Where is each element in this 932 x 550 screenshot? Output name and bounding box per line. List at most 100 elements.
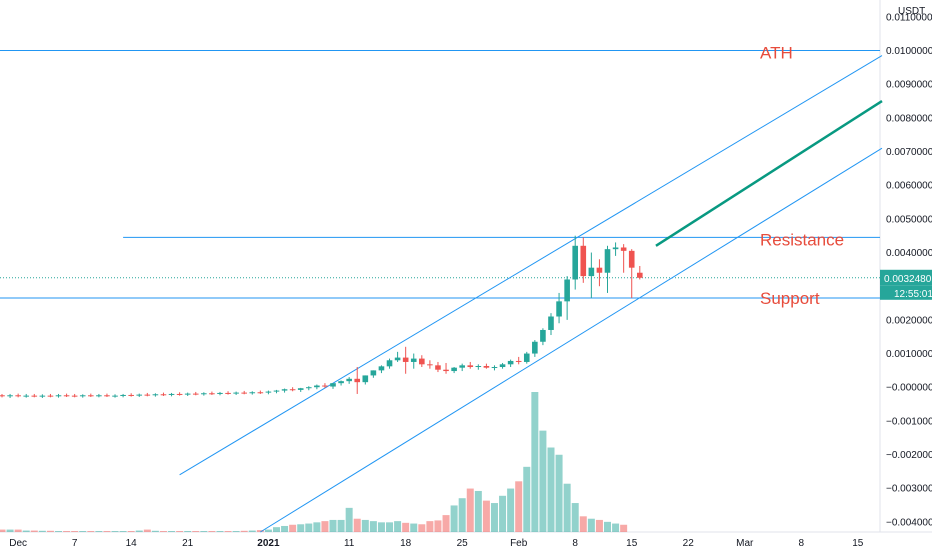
volume-bar: [612, 523, 620, 532]
volume-bar: [563, 483, 571, 532]
candle-body: [152, 394, 159, 396]
volume-bar: [604, 521, 612, 532]
y-tick-label: 0.00100000: [886, 349, 932, 360]
candle-body: [515, 360, 522, 362]
volume-bar: [30, 530, 38, 532]
candle: [55, 393, 62, 398]
candle-body: [483, 366, 490, 368]
volume-bar: [313, 522, 321, 532]
volume-bar: [571, 503, 579, 532]
candle: [459, 363, 465, 372]
candle-body: [15, 395, 21, 397]
x-tick-label: 11: [344, 538, 355, 549]
candle: [402, 346, 409, 374]
candle-body: [620, 247, 627, 251]
candle-body: [419, 358, 425, 365]
candle: [532, 340, 538, 357]
candle: [297, 387, 304, 392]
candle: [225, 391, 231, 395]
countdown-badge: [880, 285, 932, 300]
candle-body: [63, 395, 70, 397]
volume-bar: [192, 531, 200, 532]
candle: [612, 242, 619, 256]
candle-body: [612, 247, 619, 250]
candle: [104, 393, 110, 397]
candle-body: [451, 367, 457, 372]
volume-bar: [555, 454, 563, 532]
candle: [168, 392, 175, 397]
candle-body: [378, 366, 385, 371]
volume-bar: [345, 507, 353, 532]
volume-bar: [224, 531, 232, 532]
volume-bar: [176, 531, 184, 532]
volume-bar: [523, 466, 531, 532]
candle-body: [499, 364, 506, 368]
candle: [491, 365, 498, 371]
volume-bar: [38, 530, 46, 532]
candle: [273, 389, 280, 394]
channel-upper-line: [179, 55, 883, 476]
candle: [31, 393, 38, 398]
candle-body: [184, 393, 191, 395]
candle-body: [71, 395, 78, 397]
volume-bar: [595, 519, 603, 532]
candle-body: [540, 329, 546, 342]
candle: [354, 367, 361, 394]
candle: [467, 361, 474, 369]
candle-body: [427, 364, 433, 366]
candle: [556, 292, 562, 324]
candle-body: [322, 385, 328, 387]
candle: [152, 393, 159, 397]
candle-body: [257, 392, 264, 394]
candle: [233, 391, 239, 395]
candle: [580, 237, 587, 283]
candle-body: [338, 381, 344, 384]
volume-bar: [232, 531, 240, 532]
candle-body: [596, 267, 603, 273]
volume-bar: [0, 529, 6, 532]
x-tick-label: 8: [572, 538, 578, 549]
volume-bar: [71, 531, 79, 532]
candle-body: [39, 395, 46, 397]
volume-bar: [507, 488, 515, 532]
volume-bar: [587, 518, 595, 532]
candle-body: [7, 395, 13, 397]
volume-bar: [482, 500, 490, 532]
candle-body: [410, 358, 417, 362]
candle-body: [160, 394, 167, 396]
countdown-value: 12:55:01: [894, 289, 932, 300]
x-tick-label: 25: [457, 538, 469, 549]
candle: [0, 393, 5, 398]
candle: [176, 392, 183, 396]
candle-body: [491, 367, 498, 369]
candle: [338, 380, 344, 386]
candle: [47, 393, 54, 398]
candle-body: [249, 392, 256, 394]
volume-bar: [377, 522, 385, 532]
volume-bar: [539, 430, 547, 532]
candle: [184, 392, 191, 396]
candle: [475, 364, 482, 370]
candle-body: [0, 395, 5, 397]
volume-bar: [289, 524, 297, 532]
volume-bar: [547, 447, 555, 532]
candle: [394, 351, 401, 362]
candle: [314, 384, 320, 390]
candle: [419, 355, 425, 368]
volume-bar: [127, 531, 135, 532]
candle-body: [120, 394, 126, 396]
candle-body: [55, 395, 62, 397]
volume-bar: [264, 529, 272, 532]
candle: [515, 356, 522, 365]
resistance-label: Resistance: [760, 230, 844, 249]
candle: [523, 351, 530, 364]
candle-body: [281, 389, 288, 391]
candle: [160, 392, 167, 396]
volume-bar: [426, 521, 434, 532]
